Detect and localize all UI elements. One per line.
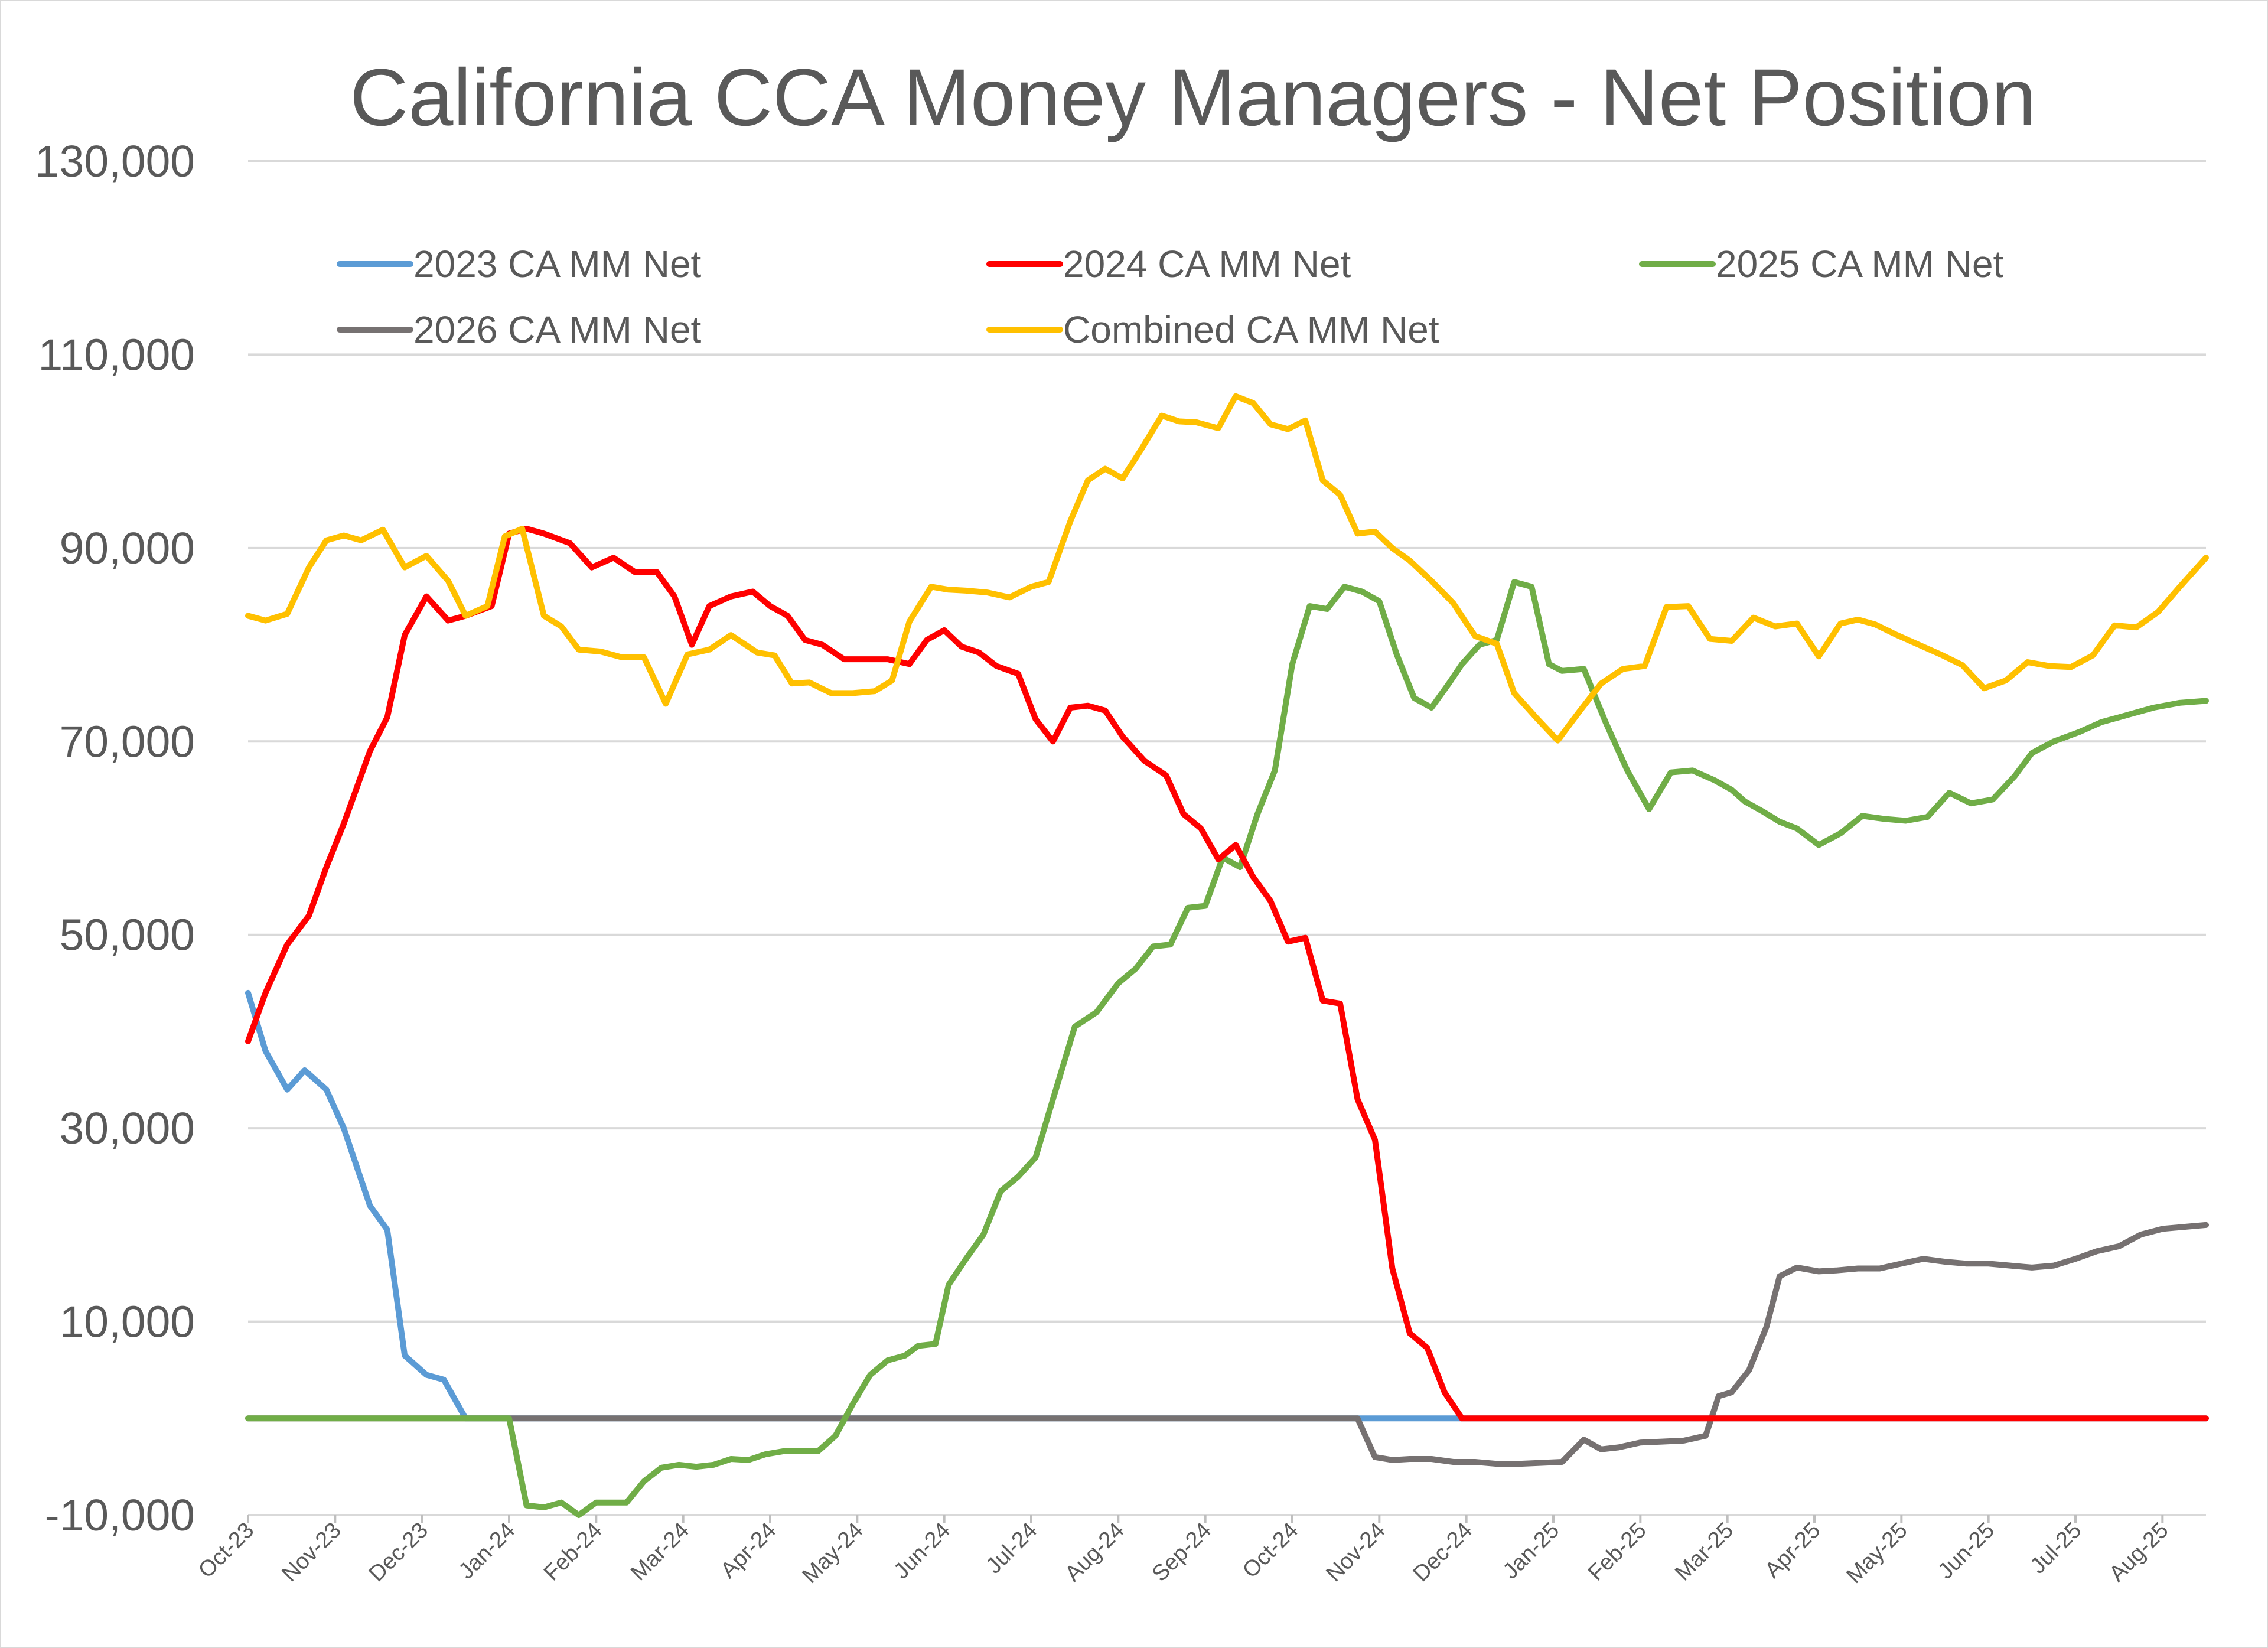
- x-tick-label: May-25: [1842, 1518, 1912, 1588]
- legend-item: 2024 CA MM Net: [986, 243, 1351, 285]
- y-tick-label: 30,000: [60, 1103, 195, 1153]
- x-tick-label: Feb-24: [539, 1518, 607, 1586]
- series-line-2023-ca-mm-net: [245, 989, 2209, 1422]
- x-tick-label: Jun-24: [889, 1518, 955, 1584]
- legend-label: 2024 CA MM Net: [1063, 243, 1351, 285]
- y-tick-label: 50,000: [60, 910, 195, 960]
- x-tick-label: Nov-24: [1321, 1518, 1390, 1587]
- series-lines: [245, 393, 2209, 1518]
- x-tick-label: Oct-23: [194, 1518, 259, 1583]
- legend-label: Combined CA MM Net: [1063, 308, 1439, 351]
- legend-label: 2023 CA MM Net: [413, 243, 702, 285]
- legend-item: 2025 CA MM Net: [1639, 243, 2004, 285]
- series-line-combined-ca-mm-net: [245, 393, 2209, 744]
- x-tick-label: Apr-25: [1760, 1518, 1825, 1583]
- y-tick-label: 10,000: [60, 1297, 195, 1347]
- x-tick-label: Jun-25: [1933, 1518, 1999, 1584]
- x-tick-label: Dec-23: [364, 1518, 433, 1587]
- x-tick-label: Aug-24: [1060, 1518, 1129, 1587]
- y-tick-label: 70,000: [60, 716, 195, 766]
- x-tick-label: May-24: [797, 1518, 868, 1588]
- x-tick-label: Jul-25: [2025, 1518, 2086, 1579]
- legend-item: Combined CA MM Net: [986, 308, 1439, 351]
- x-tick-label: Jan-24: [454, 1518, 520, 1584]
- x-tick-label: Mar-24: [626, 1518, 694, 1586]
- x-tick-label: Aug-25: [2104, 1518, 2173, 1587]
- y-tick-label: -10,000: [45, 1490, 195, 1540]
- x-tick-label: Jul-24: [981, 1518, 1042, 1579]
- legend-label: 2026 CA MM Net: [413, 308, 702, 351]
- x-tick-label: Jan-25: [1498, 1518, 1564, 1584]
- legend-item: 2026 CA MM Net: [337, 308, 702, 351]
- x-tick-label: Mar-25: [1670, 1518, 1738, 1586]
- x-tick-label: Oct-24: [1238, 1518, 1303, 1583]
- gridlines: [248, 160, 2206, 1516]
- legend-item: 2023 CA MM Net: [337, 243, 702, 285]
- series-line-2026-ca-mm-net: [245, 1222, 2209, 1467]
- legend-label: 2025 CA MM Net: [1716, 243, 2004, 285]
- chart-title: California CCA Money Managers - Net Posi…: [350, 53, 2036, 143]
- y-axis-tick-labels: -10,000 10,000 30,000 50,000 70,000 90,000 110…: [35, 136, 195, 1540]
- x-axis-tick-labels: Oct-23 Nov-23 Dec-23 Jan-24 Feb-24 Mar-24 Apr-…: [194, 1518, 2174, 1588]
- y-tick-label: 130,000: [35, 136, 195, 186]
- x-tick-label: Feb-25: [1583, 1518, 1651, 1586]
- y-tick-label: 90,000: [60, 523, 195, 573]
- x-tick-label: Dec-24: [1409, 1518, 1477, 1587]
- series-line-2025-ca-mm-net: [245, 579, 2209, 1518]
- x-tick-label: Sep-24: [1148, 1518, 1216, 1587]
- x-tick-label: Apr-24: [716, 1518, 781, 1583]
- y-tick-label: 110,000: [38, 330, 195, 379]
- x-tick-label: Nov-23: [277, 1518, 346, 1587]
- series-line-2024-ca-mm-net: [245, 526, 2209, 1422]
- legend: 2023 CA MM Net 2024 CA MM Net 2025 CA MM N…: [337, 243, 2004, 351]
